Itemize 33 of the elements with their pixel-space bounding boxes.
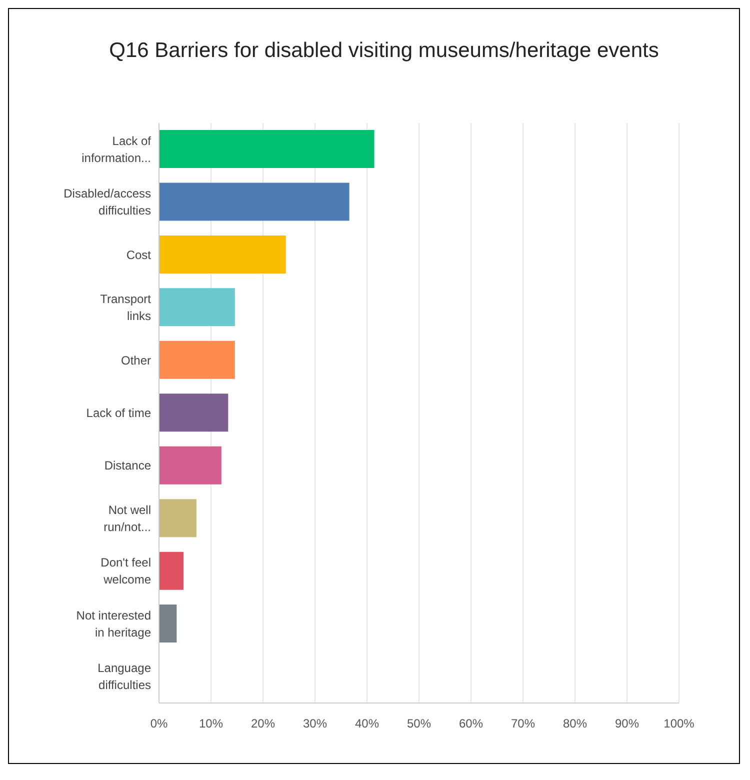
y-tick-label: Don't feel welcome	[100, 556, 152, 587]
bar	[159, 288, 235, 326]
chart-title: Q16 Barriers for disabled visiting museums/heritage events	[108, 38, 660, 64]
bar	[159, 340, 235, 379]
bar	[159, 604, 177, 643]
y-tick-label: Disabled/access difficulties	[64, 186, 151, 218]
x-tick-label: 100%	[664, 716, 695, 731]
y-tick-label: Lack of information...	[82, 134, 152, 165]
x-tick-label: 0%	[150, 716, 168, 731]
y-tick-label: Other	[120, 353, 151, 368]
y-tick-label: Lack of time	[86, 406, 152, 420]
bar	[159, 499, 196, 538]
x-tick-label: 60%	[458, 716, 484, 731]
x-tick-label: 70%	[510, 716, 536, 731]
y-tick-label: Transport links	[100, 292, 152, 324]
y-tick-label: Not interested in heritage	[76, 608, 152, 640]
x-tick-label: 20%	[250, 716, 276, 731]
bar	[159, 552, 184, 590]
bar	[159, 182, 350, 221]
x-tick-label: 50%	[406, 716, 432, 731]
x-tick-label: 80%	[562, 716, 588, 731]
x-tick-label: 30%	[302, 716, 328, 731]
bar	[159, 446, 222, 484]
y-tick-label: Distance	[104, 458, 152, 473]
x-tick-label: 10%	[198, 716, 224, 731]
bar	[159, 130, 374, 168]
x-tick-label: 40%	[354, 716, 380, 731]
y-tick-label: Language difficulties	[98, 661, 152, 692]
x-tick-label: 90%	[614, 716, 640, 731]
y-tick-label: Cost	[126, 248, 152, 262]
y-tick-label: Not well run/not...	[104, 502, 151, 534]
bar	[159, 394, 228, 432]
bar	[159, 235, 286, 274]
